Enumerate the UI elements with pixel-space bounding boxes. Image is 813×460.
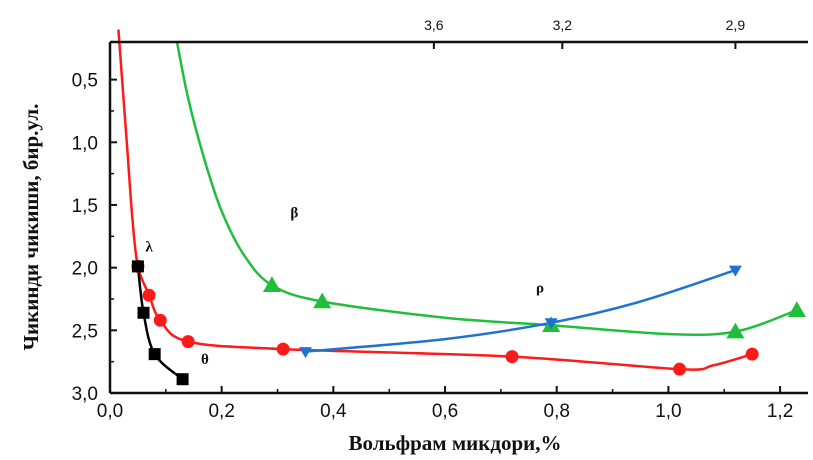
y-tick-label: 1,5 (72, 196, 98, 217)
data-point (181, 335, 195, 349)
data-point (298, 347, 312, 359)
data-point (505, 350, 519, 364)
data-point (137, 306, 150, 319)
series-line-3 (136, 266, 184, 381)
series-label: β (290, 206, 298, 222)
y-tick-label: 0,5 (72, 71, 98, 92)
y-tick-label: 1,0 (72, 133, 98, 154)
labels-layer: 0,0 0,2 0,4 0,6 0,8 1,0 1,2 0,5 1,0 1,5 2,0 2,5 3,0 3… (72, 17, 794, 422)
series-label: ρ (536, 281, 544, 297)
x-tick-label: 1,0 (655, 401, 681, 422)
y-tick-label: 2,5 (72, 321, 98, 342)
y-tick-label: 2,0 (72, 259, 98, 280)
data-point (313, 292, 332, 309)
data-point (262, 276, 281, 292)
x-tick-label: 0,2 (208, 401, 234, 422)
data-point (787, 301, 806, 318)
series-label: θ (201, 352, 209, 368)
data-point (673, 362, 687, 376)
data-point (745, 347, 759, 361)
x-tick-label: 1,2 (767, 401, 793, 422)
x-tick-label: 0,0 (97, 401, 123, 422)
x-tick-label: 0,4 (320, 401, 347, 422)
data-point (142, 288, 156, 302)
y-tick-label: 3,0 (72, 384, 98, 405)
series-label: λ (145, 239, 153, 255)
top-tick-label: 3,6 (424, 17, 444, 33)
data-point (176, 373, 189, 386)
top-tick-label: 3,2 (553, 17, 573, 33)
marker-layer (131, 259, 806, 386)
data-point (544, 318, 558, 330)
top-tick-label: 2,9 (726, 17, 746, 33)
data-point (726, 322, 745, 339)
data-point (131, 260, 144, 273)
x-axis-title: Вольфрам микдори,% (348, 431, 561, 455)
x-tick-label: 0,8 (544, 401, 570, 422)
y-axis-title: Чикинди чикиши, бир.ул. (19, 104, 43, 351)
data-point (728, 265, 742, 277)
data-point (276, 342, 290, 356)
axes-layer (108, 40, 808, 395)
data-point (148, 348, 161, 361)
data-point (153, 313, 167, 327)
x-tick-label: 0,6 (432, 401, 458, 422)
